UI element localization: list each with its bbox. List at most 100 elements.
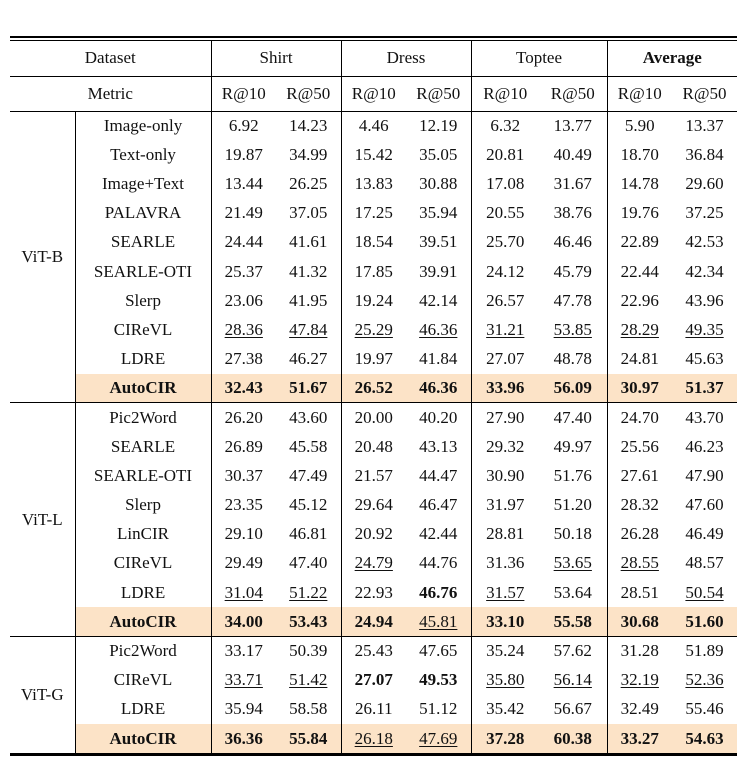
metric-value: 51.42 bbox=[276, 666, 341, 695]
metric-value-text: 27.38 bbox=[224, 349, 263, 369]
metric-value-text: 30.90 bbox=[486, 465, 525, 485]
metric-value-text: 17.85 bbox=[354, 261, 393, 281]
metric-header-label: Metric bbox=[10, 75, 212, 111]
metric-value: 14.23 bbox=[276, 110, 342, 141]
table-row: Text-only 19.87 34.99 15.42 35.05 20.81 40.49 1… bbox=[10, 140, 737, 170]
metric-value-text: 58.58 bbox=[289, 699, 328, 719]
metric-value-text: 49.53 bbox=[419, 670, 458, 690]
metric-value: 33.10 bbox=[470, 607, 540, 637]
metric-value: 45.12 bbox=[276, 490, 341, 519]
metric-value: 47.49 bbox=[276, 461, 341, 490]
metric-header-r50: R@50 bbox=[406, 75, 472, 111]
metric-value-text: 21.57 bbox=[354, 465, 393, 485]
metric-value-text: 25.37 bbox=[224, 261, 263, 281]
metric-value-text: 27.61 bbox=[620, 465, 659, 485]
metric-value: 31.67 bbox=[539, 169, 607, 198]
metric-header-r50: R@50 bbox=[672, 75, 738, 111]
metric-value: 18.54 bbox=[340, 227, 407, 257]
metric-value: 45.79 bbox=[539, 257, 607, 286]
method-name: Pic2Word bbox=[75, 402, 212, 433]
metric-value: 20.92 bbox=[340, 519, 407, 549]
metric-value: 53.65 bbox=[539, 549, 607, 578]
metric-value-text: 19.87 bbox=[224, 144, 263, 164]
method-name: CIReVL bbox=[113, 553, 173, 573]
top-rule-thick-line bbox=[10, 36, 737, 38]
metric-value-text: 31.21 bbox=[486, 319, 525, 339]
metric-value: 41.95 bbox=[276, 286, 341, 315]
metric-value-text: 21.49 bbox=[224, 203, 263, 223]
metric-value: 26.57 bbox=[470, 286, 540, 316]
metric-value-text: 33.27 bbox=[620, 728, 659, 748]
metric-value: 30.97 bbox=[606, 373, 673, 403]
table-row: SEARLE-OTI 30.37 47.49 21.57 44.47 30.90 51.76… bbox=[10, 461, 737, 491]
metric-value: 25.70 bbox=[470, 227, 540, 257]
metric-value-text: 37.25 bbox=[685, 203, 724, 223]
metric-value-text: 12.19 bbox=[419, 115, 458, 135]
metric-header-r10: R@10 bbox=[340, 75, 407, 111]
method-name: LinCIR bbox=[117, 524, 169, 544]
metric-value-text: 49.97 bbox=[553, 436, 592, 456]
metric-value-text: 40.20 bbox=[419, 407, 458, 427]
metric-value: 39.51 bbox=[406, 228, 471, 257]
metric-value-text: 13.77 bbox=[553, 115, 592, 135]
metric-value-text: 24.70 bbox=[620, 407, 659, 427]
metric-value-text: 13.37 bbox=[685, 115, 724, 135]
metric-value: 24.12 bbox=[470, 256, 540, 287]
method-name: SEARLE bbox=[110, 436, 176, 456]
metric-value: 37.28 bbox=[470, 723, 540, 754]
metric-value-text: 29.49 bbox=[224, 553, 263, 573]
table-row: CIReVL 33.71 51.42 27.07 49.53 35.80 56.14 32.1… bbox=[10, 665, 737, 695]
metric-value: 30.37 bbox=[210, 461, 277, 491]
metric-value: 40.20 bbox=[406, 402, 472, 433]
metric-value-text: 35.94 bbox=[224, 699, 263, 719]
metric-value-text: 5.90 bbox=[624, 115, 655, 135]
metric-value-text: 31.97 bbox=[486, 495, 525, 515]
metric-value: 20.81 bbox=[470, 140, 540, 170]
metric-value: 46.36 bbox=[406, 373, 472, 403]
table-header: Dataset Shirt Dress Toptee Average Metri… bbox=[10, 41, 738, 111]
metric-value: 31.04 bbox=[210, 578, 277, 608]
metric-value-text: 40.49 bbox=[553, 144, 592, 164]
metric-value-text: 20.00 bbox=[354, 407, 393, 427]
metric-value-text: 26.25 bbox=[289, 173, 328, 193]
metric-value: 41.32 bbox=[276, 257, 341, 286]
metric-value: 47.40 bbox=[276, 549, 341, 578]
metric-value-text: 57.62 bbox=[553, 641, 592, 661]
metric-value-text: 26.18 bbox=[354, 728, 393, 748]
metric-value: 45.58 bbox=[276, 432, 341, 461]
metric-value-text: 27.90 bbox=[486, 407, 525, 427]
metric-value-text: 42.34 bbox=[685, 261, 724, 281]
column-header-dress: Dress bbox=[340, 41, 472, 76]
metric-value-text: 13.44 bbox=[224, 173, 263, 193]
metric-value: 43.96 bbox=[672, 286, 737, 315]
table-body: ViT-B Image-only 6.92 14.23 4.46 12.19 6.32 13.… bbox=[10, 110, 738, 754]
metric-value-text: 32.19 bbox=[620, 670, 659, 690]
metric-value: 40.49 bbox=[539, 140, 607, 169]
metric-value: 37.25 bbox=[672, 199, 737, 228]
metric-value-text: 47.90 bbox=[685, 465, 724, 485]
metric-value-text: 25.43 bbox=[354, 641, 393, 661]
metric-value: 50.54 bbox=[672, 578, 737, 607]
table-row: CIReVL 29.49 47.40 24.79 44.76 31.36 53.65 28.5… bbox=[10, 548, 737, 578]
metric-value: 21.49 bbox=[210, 198, 277, 228]
metric-value-text: 41.84 bbox=[419, 349, 458, 369]
benchmark-results-table: Dataset Shirt Dress Toptee Average Metri… bbox=[10, 41, 738, 754]
metric-value-text: 55.84 bbox=[289, 728, 328, 748]
metric-value: 20.55 bbox=[470, 198, 540, 228]
metric-value: 35.94 bbox=[210, 694, 277, 724]
metric-value: 42.53 bbox=[672, 228, 737, 257]
metric-value-text: 39.51 bbox=[419, 232, 458, 252]
metric-value: 26.18 bbox=[340, 723, 407, 754]
metric-value-text: 14.78 bbox=[620, 173, 659, 193]
metric-value-text: 41.61 bbox=[289, 232, 328, 252]
metric-value-text: 31.04 bbox=[224, 582, 263, 602]
metric-value-text: 6.92 bbox=[228, 115, 259, 135]
metric-value: 31.57 bbox=[470, 578, 540, 608]
metric-value: 29.64 bbox=[340, 490, 407, 520]
metric-value-text: 60.38 bbox=[553, 728, 592, 748]
metric-value-text: 43.60 bbox=[289, 407, 328, 427]
method-name: Text-only bbox=[110, 144, 176, 164]
table-top-rule bbox=[10, 36, 737, 41]
metric-value-text: 50.54 bbox=[685, 582, 724, 602]
metric-value-text: 51.76 bbox=[553, 465, 592, 485]
